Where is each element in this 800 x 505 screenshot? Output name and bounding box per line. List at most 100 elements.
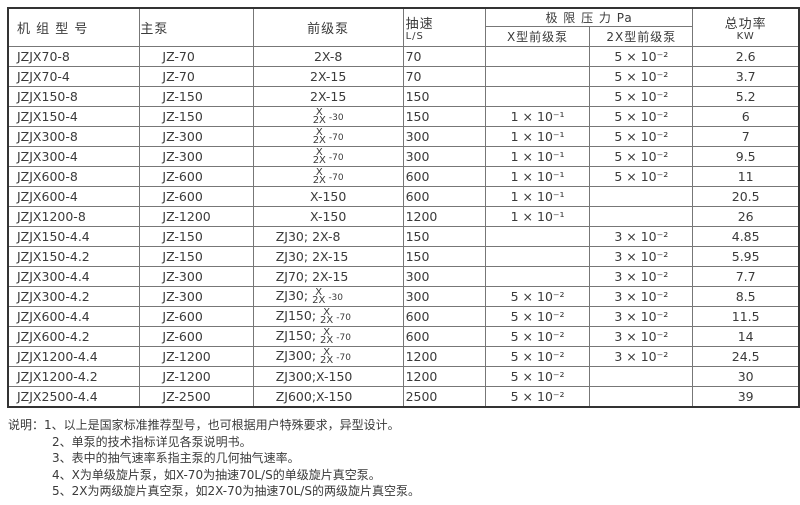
note-line: 3、表中的抽气速率系指主泵的几何抽气速率。: [52, 451, 300, 465]
fore-pump-suffix: -70: [328, 133, 344, 144]
fore-pump-cell: 2X-15: [252, 66, 404, 87]
fore-pump-stack-top: X: [315, 146, 323, 158]
fore-pump-suffix: -70: [328, 153, 344, 164]
fore-pump-suffix: -70: [336, 313, 351, 324]
header-power: 总功率 KW: [692, 7, 800, 47]
header-main-pump: 主泵: [139, 7, 254, 47]
fore-pump-suffix: -70: [336, 333, 351, 344]
speed-cell: 300: [402, 126, 486, 147]
speed-cell: 1200: [402, 366, 486, 387]
speed-cell: 600: [402, 306, 486, 327]
main-pump-cell: JZ-1200: [139, 206, 254, 227]
2x-type-pressure-cell: [589, 186, 694, 207]
fore-pump-stack: X 2X: [320, 306, 333, 326]
fore-pump-suffix: -30: [328, 113, 344, 124]
table-row: JZJX300-8 JZ-300 X 2X -70 300 1 × 10⁻¹ 5 × 10⁻²…: [7, 126, 800, 147]
fore-pump-stack: X 2X: [312, 286, 326, 306]
header-speed: 抽速 L/S: [402, 7, 486, 47]
model-cell: JZJX70-4: [7, 66, 141, 87]
fore-pump-cell: ZJ150; X 2X -70: [252, 326, 404, 347]
power-cell: 26: [692, 206, 800, 227]
fore-pump-stack-bottom: 2X: [320, 354, 334, 366]
table-row: JZJX600-4 JZ-600 X-150 600 1 × 10⁻¹ 20.5: [7, 186, 800, 207]
fore-pump-stack-top: X: [323, 326, 331, 338]
vacuum-unit-spec-table: 机 组 型 号 主泵 前级泵 抽速 L/S 极 限 压 力 Pa 总功率 KW …: [7, 7, 800, 408]
2x-type-pressure-cell: 3 × 10⁻²: [589, 286, 694, 307]
fore-pump-stack-top: X: [315, 166, 323, 178]
main-pump-cell: JZ-150: [139, 106, 254, 127]
speed-cell: 150: [402, 246, 486, 267]
fore-pump-cell: X-150: [252, 206, 404, 227]
fore-pump-cell: 2X-8: [252, 46, 404, 67]
2x-type-pressure-cell: 5 × 10⁻²: [589, 106, 694, 127]
fore-pump-suffix: -70: [328, 173, 344, 184]
fore-pump-stack: X 2X: [320, 326, 333, 346]
fore-pump-stack: X 2X: [312, 166, 326, 186]
2x-type-pressure-cell: 3 × 10⁻²: [589, 326, 694, 347]
speed-cell: 150: [402, 226, 486, 247]
fore-pump-stack: X 2X: [312, 126, 326, 146]
note-line: 4、X为单级旋片泵，如X-70为抽速70L/S的单级旋片真空泵。: [52, 467, 381, 482]
fore-pump-stack-bottom: 2X: [312, 154, 326, 166]
fore-pump-stack-bottom: 2X: [312, 294, 326, 306]
speed-cell: 600: [402, 186, 486, 207]
fore-pump-prefix: ZJ300;: [275, 348, 317, 364]
2x-type-pressure-cell: 3 × 10⁻²: [589, 306, 694, 327]
fore-pump-stack-top: X: [315, 126, 323, 138]
power-cell: 7.7: [692, 266, 800, 287]
model-cell: JZJX150-4.2: [7, 246, 141, 267]
speed-cell: 150: [402, 106, 486, 127]
model-cell: JZJX300-4.2: [7, 286, 141, 307]
fore-pump-stack-top: X: [323, 306, 331, 318]
main-pump-cell: JZ-2500: [139, 386, 254, 408]
fore-pump-stack-bottom: 2X: [312, 134, 326, 146]
main-pump-cell: JZ-1200: [139, 366, 254, 387]
fore-pump-stack-top: X: [315, 286, 323, 298]
main-pump-cell: JZ-300: [139, 266, 254, 287]
main-pump-cell: JZ-600: [139, 166, 254, 187]
main-pump-cell: JZ-70: [139, 66, 254, 87]
model-cell: JZJX1200-8: [7, 206, 141, 227]
power-cell: 5.95: [692, 246, 800, 267]
x-type-pressure-cell: 1 × 10⁻¹: [484, 146, 591, 167]
fore-pump-cell: 2X-15: [252, 86, 404, 107]
2x-type-pressure-cell: [589, 366, 694, 387]
model-cell: JZJX150-4.4: [7, 226, 141, 247]
speed-cell: 2500: [402, 386, 486, 408]
table-row: JZJX2500-4.4 JZ-2500 ZJ600;X-150 2500 5 × 10…: [7, 386, 800, 408]
notes: 说明：1、以上是国家标准推荐型号，也可根据用户特殊要求，异型设计。 2、单泵的技术…: [8, 417, 420, 500]
table-row: JZJX300-4 JZ-300 X 2X -70 300 1 × 10⁻¹ 5 × 10⁻²…: [7, 146, 800, 167]
fore-pump-cell: ZJ300;X-150: [252, 366, 404, 387]
main-pump-cell: JZ-300: [139, 286, 254, 307]
x-type-pressure-cell: 5 × 10⁻²: [484, 286, 591, 307]
2x-type-pressure-cell: 3 × 10⁻²: [589, 226, 694, 247]
fore-pump-stack-bottom: 2X: [312, 174, 326, 186]
fore-pump-cell: ZJ300; X 2X -70: [252, 346, 404, 367]
fore-pump-cell: ZJ600;X-150: [252, 386, 404, 408]
power-cell: 11: [692, 166, 800, 187]
fore-pump-cell: ZJ30; X 2X -30: [252, 286, 404, 307]
x-type-pressure-cell: [484, 226, 591, 247]
fore-pump-suffix: -30: [328, 293, 344, 304]
fore-pump-prefix: ZJ150;: [275, 328, 317, 344]
table-row: JZJX70-4 JZ-70 2X-15 70 5 × 10⁻² 3.7: [7, 66, 800, 87]
speed-cell: 300: [402, 286, 486, 307]
x-type-pressure-cell: [484, 66, 591, 87]
header-model: 机 组 型 号: [7, 7, 141, 47]
note-line: 说明：1、以上是国家标准推荐型号，也可根据用户特殊要求，异型设计。: [8, 418, 400, 432]
main-pump-cell: JZ-1200: [139, 346, 254, 367]
2x-type-pressure-cell: 5 × 10⁻²: [589, 86, 694, 107]
table-row: JZJX1200-4.4 JZ-1200 ZJ300; X 2X -70 1200 5 × …: [7, 346, 800, 367]
2x-type-pressure-cell: [589, 386, 694, 408]
main-pump-cell: JZ-600: [139, 306, 254, 327]
table-row: JZJX150-4.4 JZ-150 ZJ30; 2X-8 150 3 × 10⁻² 4.…: [7, 226, 800, 247]
table-row: JZJX600-4.2 JZ-600 ZJ150; X 2X -70 600 5 × 10⁻…: [7, 326, 800, 347]
main-pump-cell: JZ-150: [139, 226, 254, 247]
fore-pump-cell: X 2X -70: [252, 126, 404, 147]
x-type-pressure-cell: 1 × 10⁻¹: [484, 166, 591, 187]
x-type-pressure-cell: 5 × 10⁻²: [484, 326, 591, 347]
x-type-pressure-cell: [484, 246, 591, 267]
header-fore-pump: 前级泵: [252, 7, 404, 47]
speed-cell: 600: [402, 166, 486, 187]
2x-type-pressure-cell: 5 × 10⁻²: [589, 126, 694, 147]
